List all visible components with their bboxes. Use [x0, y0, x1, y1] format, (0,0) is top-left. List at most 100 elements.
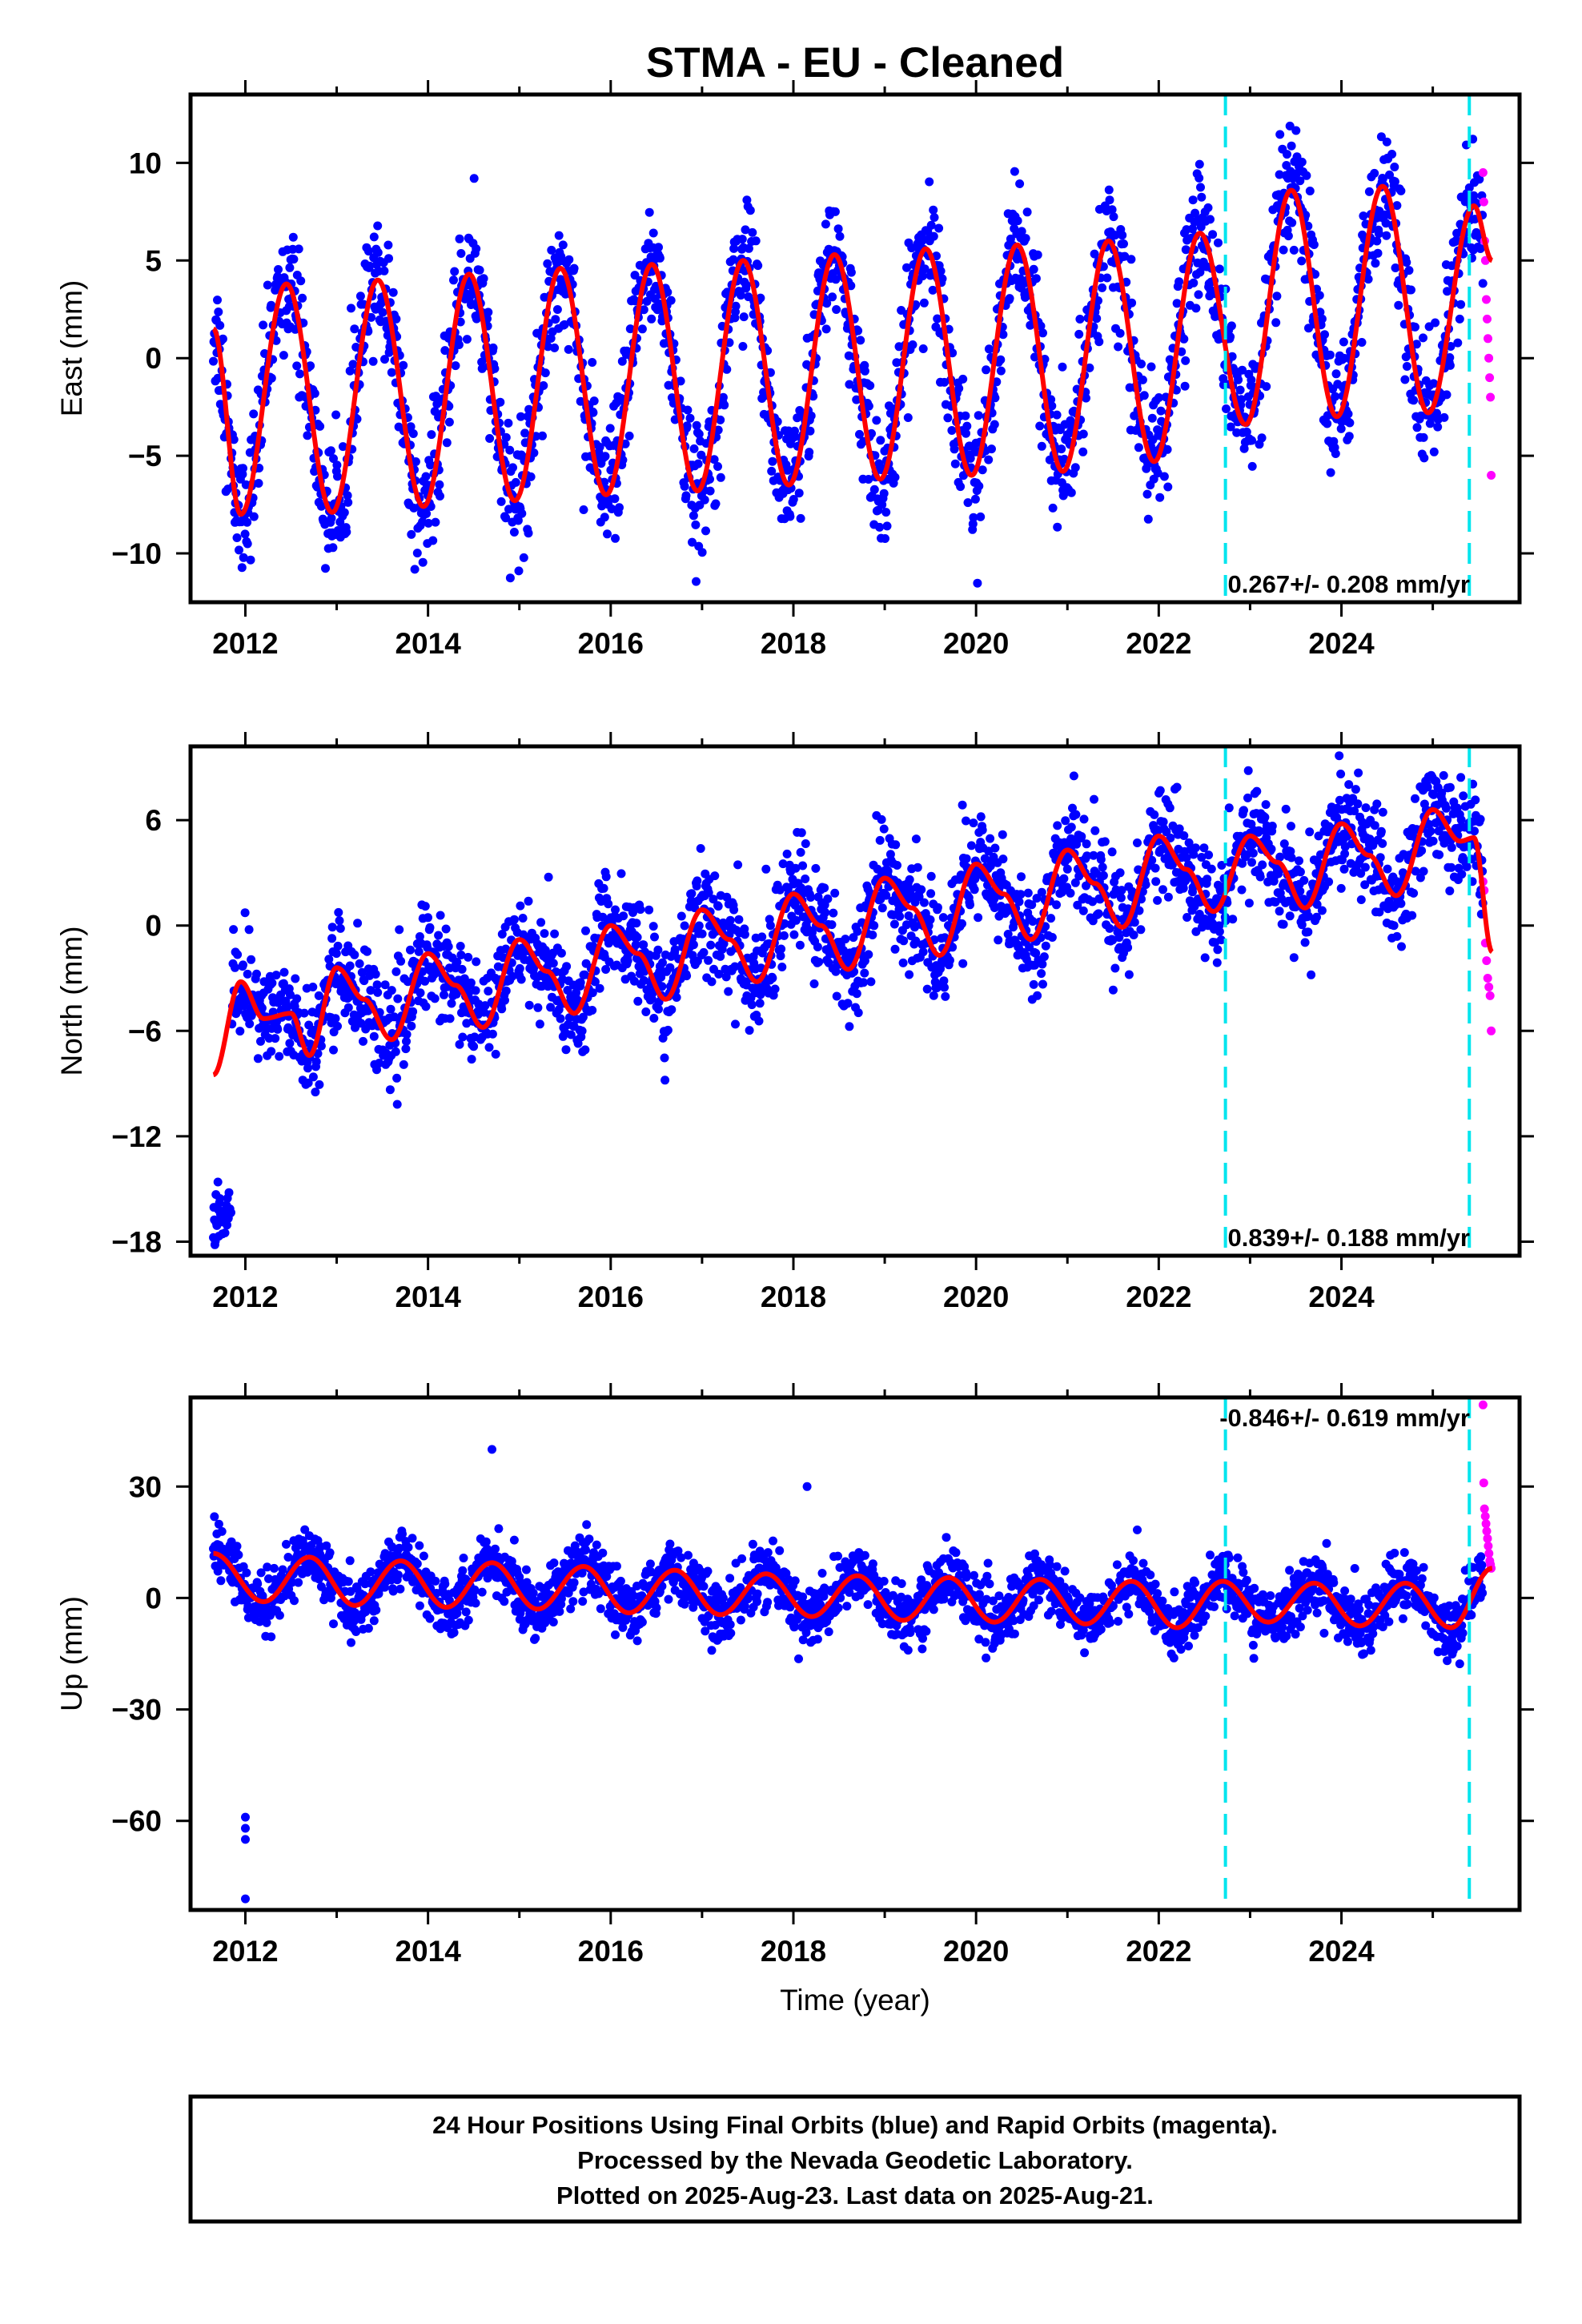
final-orbit-point: [334, 907, 343, 917]
final-orbit-point: [694, 429, 704, 439]
final-orbit-point: [996, 366, 1006, 376]
final-orbit-point: [449, 275, 458, 285]
final-orbit-point: [798, 861, 808, 870]
final-orbit-point: [689, 511, 698, 521]
x-tick-label: 2018: [761, 627, 826, 660]
final-orbit-point: [1309, 240, 1319, 249]
final-orbit-point: [259, 977, 269, 987]
final-orbit-point: [424, 913, 432, 923]
final-orbit-point: [333, 1021, 342, 1031]
final-orbit-point: [543, 342, 552, 352]
final-orbit-point: [274, 265, 283, 274]
final-orbit-point: [501, 513, 511, 523]
final-orbit-point: [239, 960, 247, 970]
final-orbit-point: [889, 919, 899, 929]
final-orbit-point: [282, 1539, 291, 1549]
final-orbit-point: [235, 1027, 245, 1036]
final-orbit-point: [544, 872, 553, 882]
final-orbit-point: [1109, 212, 1118, 222]
final-orbit-point: [1469, 191, 1479, 200]
final-orbit-point: [1331, 392, 1340, 401]
final-orbit-point: [218, 334, 227, 344]
final-orbit-point: [697, 548, 707, 557]
final-orbit-point: [625, 324, 635, 334]
rapid-orbit-point: [1484, 334, 1492, 344]
final-orbit-point: [536, 918, 546, 927]
final-orbit-point: [295, 369, 304, 379]
final-orbit-point: [974, 411, 983, 420]
final-orbit-point: [1419, 333, 1427, 343]
final-orbit-point: [501, 986, 511, 995]
y-tick-label: −10: [111, 537, 162, 570]
final-orbit-point: [1059, 874, 1069, 883]
final-orbit-point: [725, 915, 735, 925]
x-tick-label: 2020: [943, 627, 1009, 660]
final-orbit-point: [546, 334, 556, 343]
final-orbit-point: [1033, 991, 1042, 1000]
final-orbit-point: [552, 305, 562, 314]
final-orbit-point: [1252, 786, 1262, 796]
final-orbit-point: [829, 908, 838, 918]
final-orbit-point: [1360, 862, 1370, 872]
final-orbit-point: [680, 921, 689, 931]
final-orbit-point: [1153, 895, 1162, 905]
final-orbit-point: [1057, 444, 1066, 454]
final-orbit-point: [1029, 979, 1038, 989]
final-orbit-point: [998, 830, 1007, 839]
final-orbit-point: [992, 377, 1002, 387]
final-orbit-point: [777, 963, 787, 971]
final-orbit-point: [644, 207, 654, 217]
final-orbit-point: [234, 1550, 243, 1560]
final-orbit-point: [1275, 907, 1284, 916]
final-orbit-point: [895, 911, 905, 921]
final-orbit-point: [1047, 933, 1057, 942]
final-orbit-point: [987, 444, 996, 454]
final-orbit-point: [496, 397, 505, 407]
final-orbit-point: [641, 1007, 651, 1016]
final-orbit-point: [1115, 868, 1125, 878]
final-orbit-point: [741, 280, 751, 290]
final-orbit-point: [768, 973, 777, 983]
final-orbit-point: [907, 243, 917, 253]
final-orbit-point: [1391, 263, 1400, 272]
final-orbit-point: [1227, 352, 1237, 361]
final-orbit-point: [365, 261, 375, 271]
final-orbit-point: [990, 393, 1000, 403]
final-orbit-point: [422, 509, 432, 518]
final-orbit-point: [387, 368, 396, 377]
final-orbit-point: [859, 978, 868, 987]
final-orbit-point: [456, 942, 465, 951]
final-orbit-point: [1035, 421, 1045, 431]
final-orbit-point: [1289, 953, 1299, 963]
final-orbit-point: [1077, 832, 1086, 841]
final-orbit-point: [1442, 390, 1452, 400]
final-orbit-point: [1022, 207, 1032, 217]
final-orbit-point: [406, 422, 416, 432]
final-orbit-point: [311, 1057, 321, 1067]
up-panel: 2012 2014 2016 2018 2020 2022 2024 300−30−60 U…: [55, 1383, 1534, 1968]
final-orbit-point: [290, 1596, 299, 1606]
final-orbit-point: [1078, 429, 1088, 439]
final-orbit-point: [1017, 872, 1026, 882]
final-orbit-point: [524, 529, 533, 538]
final-orbit-point: [933, 903, 942, 912]
final-orbit-point: [246, 555, 255, 565]
final-orbit-point: [929, 991, 938, 1000]
final-orbit-point: [1219, 374, 1228, 384]
final-orbit-point: [1203, 875, 1212, 884]
final-orbit-point: [830, 207, 840, 216]
final-orbit-point: [881, 534, 889, 543]
final-orbit-point: [1033, 250, 1042, 259]
x-tick-label: 2012: [212, 1281, 278, 1313]
final-orbit-point: [1247, 858, 1256, 867]
final-orbit-point: [1155, 786, 1165, 795]
final-orbit-point: [457, 964, 467, 974]
final-orbit-point: [713, 425, 723, 435]
final-orbit-point: [363, 947, 371, 956]
final-orbit-point: [427, 430, 436, 440]
final-orbit-point: [1258, 860, 1267, 870]
final-orbit-point: [311, 1088, 320, 1097]
final-orbit-point: [1382, 137, 1391, 147]
final-orbit-point: [655, 253, 665, 263]
final-orbit-point: [1279, 245, 1288, 255]
